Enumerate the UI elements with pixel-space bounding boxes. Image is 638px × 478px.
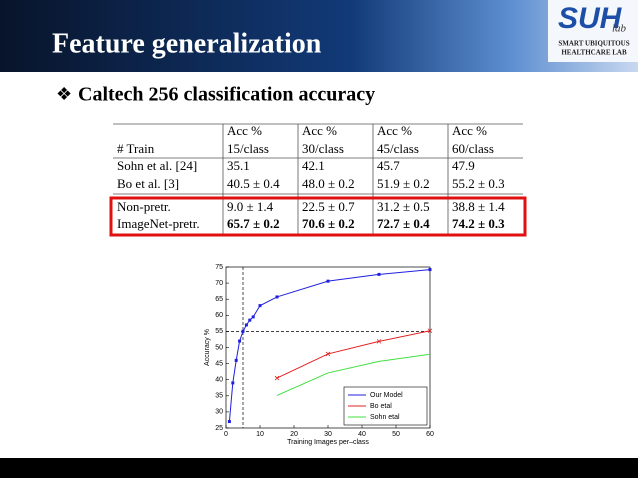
- table-cell: 9.0 ± 1.4: [227, 199, 274, 214]
- row-label: Sohn et al. [24]: [117, 158, 197, 173]
- point: [227, 420, 231, 424]
- logo: SUH: [558, 2, 623, 35]
- point: [258, 304, 262, 308]
- table-cell: 65.7 ± 0.2: [227, 216, 280, 231]
- table-cell: 38.8 ± 1.4: [452, 199, 505, 214]
- chart: 25 30 35 40 45 50 55 60 65 70 75 0 10 20 30 40 50 60 Train…: [204, 264, 434, 446]
- table-cell: 72.7 ± 0.4: [377, 216, 430, 231]
- point: [377, 272, 381, 276]
- row-header: # Train: [117, 141, 155, 156]
- point: [325, 351, 331, 357]
- logo-sub: lab: [612, 23, 627, 35]
- y-tick-label: 75: [215, 264, 223, 271]
- column-header: Acc %: [452, 123, 487, 138]
- point: [274, 375, 280, 381]
- bullet-text: Caltech 256 classification accuracy: [78, 84, 375, 106]
- table-cell: 31.2 ± 0.5: [377, 199, 430, 214]
- lab-name: HEALTHCARE LAB: [561, 49, 627, 57]
- column-header: Acc %: [227, 123, 262, 138]
- slide-title: Feature generalization: [52, 28, 322, 59]
- y-tick-label: 35: [215, 393, 223, 400]
- bullet-marker: ❖: [56, 84, 72, 104]
- column-header: Acc %: [377, 123, 412, 138]
- point: [248, 318, 252, 322]
- table-cell: 22.5 ± 0.7: [302, 199, 355, 214]
- legend-label: Our Model: [370, 392, 403, 399]
- x-tick-label: 20: [290, 431, 298, 438]
- table-cell: 40.5 ± 0.4: [227, 176, 280, 191]
- point: [427, 328, 433, 334]
- table-cell: 74.2 ± 0.3: [452, 216, 505, 231]
- table-cell: 47.9: [452, 158, 475, 173]
- column-header: 45/class: [377, 141, 419, 156]
- point: [234, 358, 238, 362]
- series-line: [276, 353, 431, 396]
- column-header: 15/class: [227, 141, 269, 156]
- point: [326, 279, 330, 283]
- point: [275, 295, 279, 299]
- legend-label: Sohn etal: [370, 414, 400, 421]
- x-tick-label: 10: [256, 431, 264, 438]
- point: [231, 381, 235, 385]
- table-cell: 48.0 ± 0.2: [302, 176, 355, 191]
- table-cell: 55.2 ± 0.3: [452, 176, 505, 191]
- x-tick-label: 50: [392, 431, 400, 438]
- y-tick-label: 45: [215, 360, 223, 367]
- table-cell: 35.1: [227, 158, 250, 173]
- point: [238, 339, 242, 343]
- x-tick-label: 60: [426, 431, 434, 438]
- table-cell: 51.9 ± 0.2: [377, 176, 430, 191]
- y-tick-label: 40: [215, 377, 223, 384]
- row-label: Non-pretr.: [117, 199, 171, 214]
- point: [428, 268, 432, 272]
- table-cell: 45.7: [377, 158, 400, 173]
- row-label: ImageNet-pretr.: [117, 216, 200, 231]
- table-cell: 42.1: [302, 158, 325, 173]
- table: # Train Acc % 15/class Acc % 30/class Acc % 45…: [109, 123, 527, 237]
- y-tick-label: 50: [215, 344, 223, 351]
- x-tick-label: 0: [224, 431, 228, 438]
- y-tick-label: 25: [215, 425, 223, 432]
- series-line: [276, 330, 431, 379]
- header-band: [0, 0, 638, 72]
- lab-name: SMART UBIQUITOUS: [558, 40, 629, 48]
- point: [376, 339, 382, 344]
- logo-panel: [548, 0, 638, 62]
- point: [251, 315, 255, 319]
- x-axis-label: Training Images per–class: [287, 439, 369, 446]
- point: [244, 323, 248, 327]
- column-header: 30/class: [302, 141, 344, 156]
- legend-label: Bo etal: [370, 403, 392, 410]
- highlight-box: [109, 196, 527, 237]
- y-tick-label: 55: [215, 328, 223, 335]
- column-header: Acc %: [302, 123, 337, 138]
- y-tick-label: 60: [215, 312, 223, 319]
- column-header: 60/class: [452, 141, 494, 156]
- table-cell: 70.6 ± 0.2: [302, 216, 355, 231]
- row-label: Bo et al. [3]: [117, 176, 179, 191]
- y-tick-label: 70: [215, 280, 223, 287]
- point: [241, 329, 245, 333]
- x-tick-label: 40: [358, 431, 366, 438]
- footer-band: [0, 458, 638, 478]
- x-tick-label: 30: [324, 431, 332, 438]
- y-axis-label: Accuracy %: [204, 329, 211, 366]
- y-tick-label: 65: [215, 296, 223, 303]
- y-tick-label: 30: [215, 409, 223, 416]
